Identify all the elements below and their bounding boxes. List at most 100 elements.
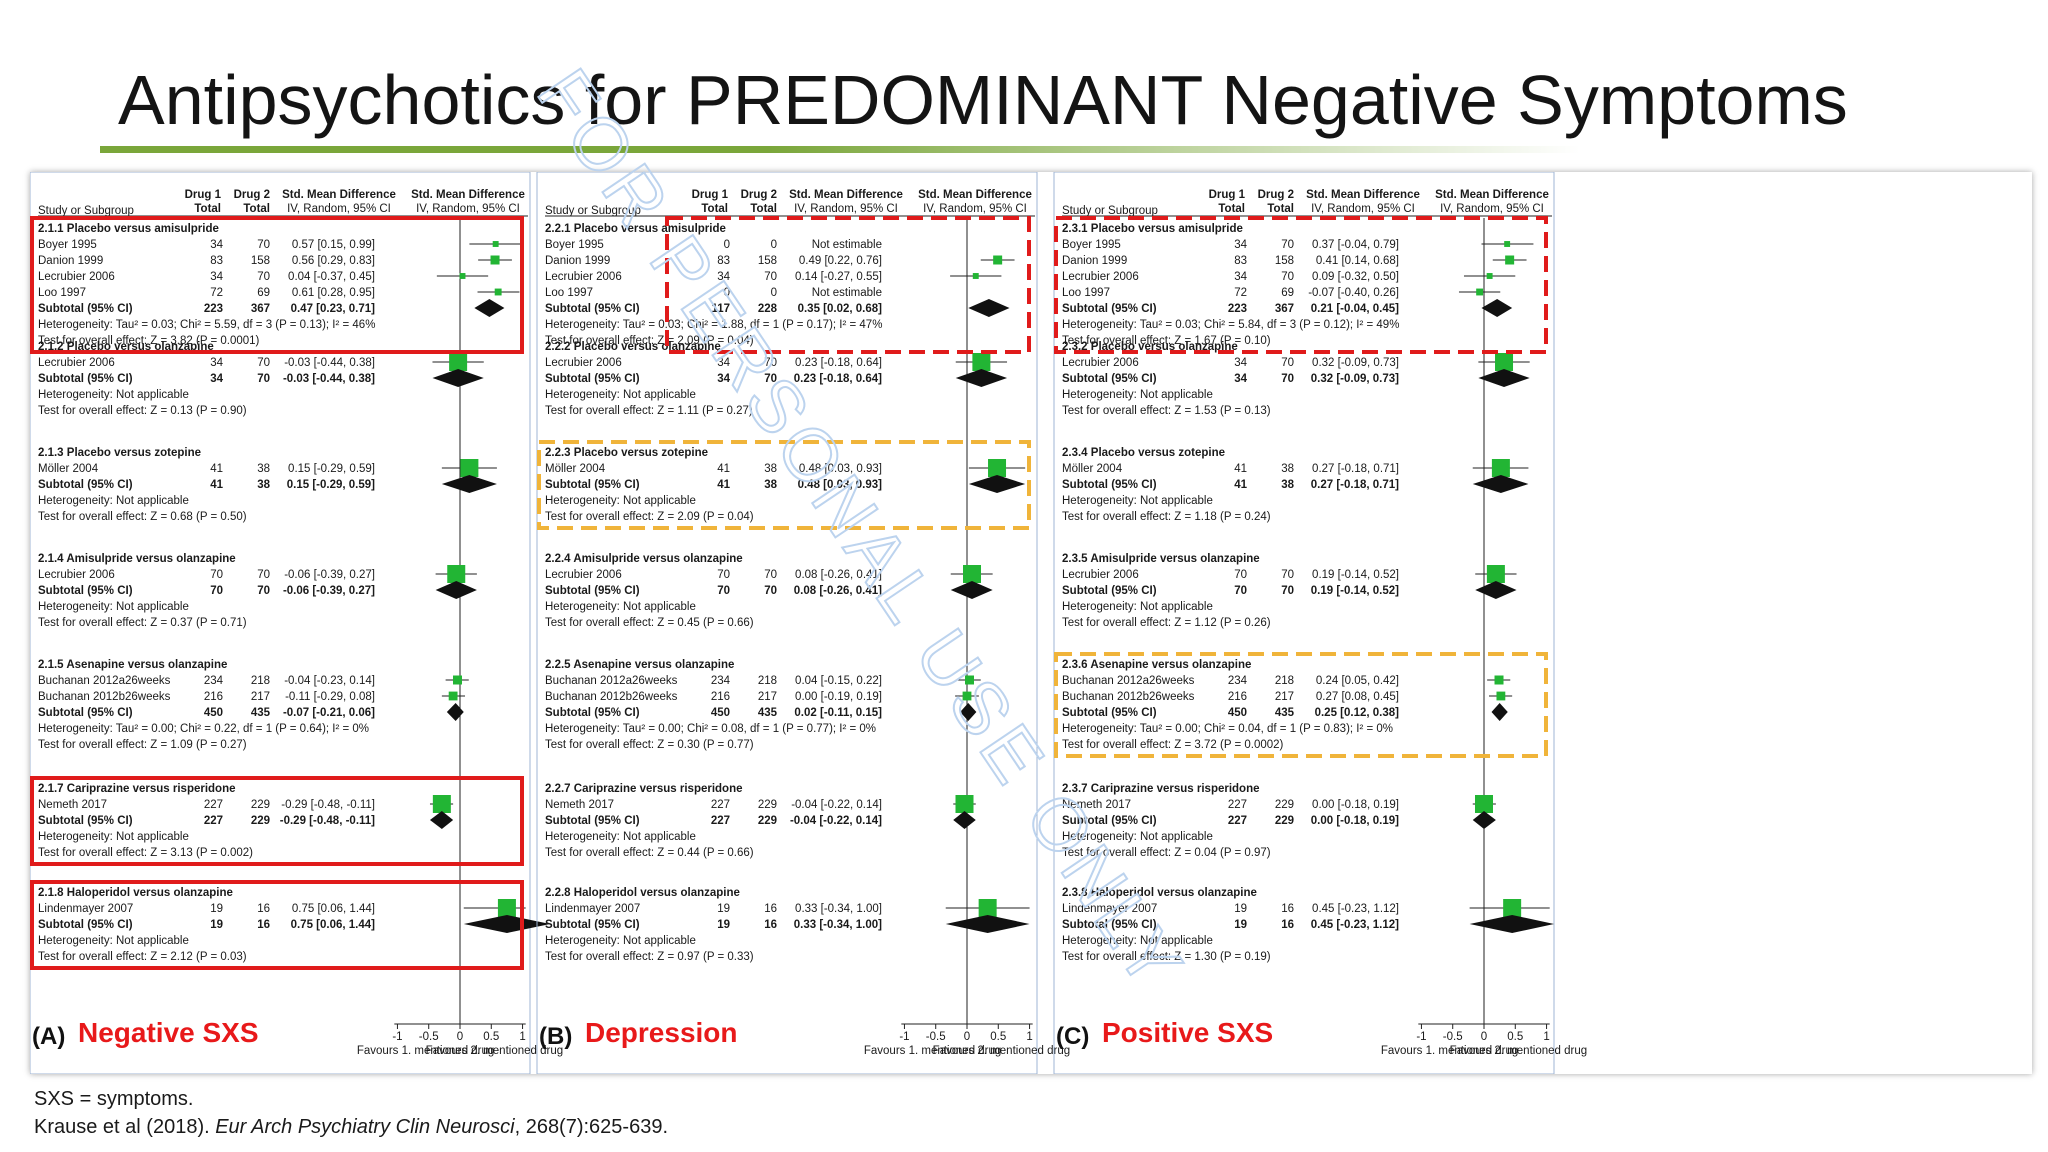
heterogeneity-text: Heterogeneity: Not applicable [38,935,189,947]
overall-effect-text: Test for overall effect: Z = 0.68 (P = 0… [38,511,247,523]
study-name: Lecrubier 2006 [1062,569,1139,581]
subgroup: 2.2.8 Haloperidol versus olanzapine Linde… [545,887,1030,963]
subgroup: 2.1.1 Placebo versus amisulpride Boyer 19… [38,223,522,347]
subtotal-diamond [1472,811,1496,829]
study-ci: Not estimable [812,287,882,299]
subtotal-diamond [429,811,454,829]
favours-left-label: Favours 1. mentioned drug [1381,1045,1518,1057]
study-ci: -0.29 [-0.48, -0.11] [281,799,375,811]
favours-right-label: Favours 2. mentioned drug [1450,1045,1587,1057]
study-n1: 19 [210,903,223,915]
subtotal-diamond [1491,703,1508,721]
study-marker [1504,241,1511,247]
study-marker [972,353,991,371]
study-n2: 69 [257,287,270,299]
subgroup: 2.2.5 Asenapine versus olanzapine Buchana… [545,659,981,751]
subtotal-label: Subtotal (95% CI) [545,919,640,931]
subtotal-ci: 0.48 [0.03, 0.93] [798,479,883,491]
study-marker [1505,255,1515,265]
study-n2: 16 [257,903,270,915]
footnote: SXS = symptoms. Krause et al (2018). Eur… [34,1085,668,1141]
study-n1: 34 [210,239,223,251]
subtotal-diamond [968,475,1026,493]
favours-left-label: Favours 1. mentioned drug [864,1045,1001,1057]
subtotal-label: Subtotal (95% CI) [1062,303,1157,315]
header-smd-plot-method: IV, Random, 95% CI [923,203,1027,215]
subtotal-ci: 0.33 [-0.34, 1.00] [794,919,882,931]
study-marker [972,273,979,279]
study-n1: 41 [210,463,223,475]
subgroup: 2.1.7 Cariprazine versus risperidone Neme… [38,783,454,859]
subgroup: 2.2.7 Cariprazine versus risperidone Neme… [545,783,976,859]
study-n2: 158 [251,255,270,267]
study-marker [432,795,451,813]
study-n1: 34 [717,357,730,369]
study-n1: 234 [204,675,224,687]
subtotal-ci: 0.47 [0.23, 0.71] [291,303,376,315]
study-name: Lecrubier 2006 [38,569,115,581]
study-n2: 16 [764,903,777,915]
study-n1: 34 [717,271,730,283]
study-name: Danion 1999 [545,255,610,267]
heterogeneity-text: Heterogeneity: Not applicable [1062,935,1213,947]
subgroup-title: 2.1.3 Placebo versus zotepine [38,447,201,459]
study-ci: 0.75 [0.06, 1.44] [292,903,375,915]
study-marker [459,273,466,279]
study-n1: 234 [711,675,731,687]
subtotal-diamond [1472,475,1529,493]
study-marker [1491,459,1510,477]
favours-right-label: Favours 2. mentioned drug [426,1045,563,1057]
subtotal-n2: 228 [758,303,778,315]
subtotal-label: Subtotal (95% CI) [1062,919,1157,931]
study-n2: 70 [1281,357,1294,369]
subgroup: 2.3.4 Placebo versus zotepine Möller 2004… [1062,447,1529,523]
subtotal-diamond [955,369,1008,387]
subtotal-diamond [474,299,505,317]
subtotal-label: Subtotal (95% CI) [545,585,640,597]
subtotal-n1: 223 [1228,303,1247,315]
study-ci: 0.45 [-0.23, 1.12] [1312,903,1399,915]
study-name: Möller 2004 [545,463,606,475]
study-name: Buchanan 2012b26weeks [545,691,678,703]
study-ci: 0.48 [0.03, 0.93] [799,463,882,475]
study-n2: 38 [764,463,777,475]
highlight-box-red [30,216,524,354]
study-ci: 0.61 [0.28, 0.95] [292,287,375,299]
forest-panel-2: Study or Subgroup Drug 1 Total Drug 2 Total S… [536,172,1070,1074]
overall-effect-text: Test for overall effect: Z = 2.09 (P = 0… [545,335,754,347]
favours-right-label: Favours 2. mentioned drug [933,1045,1070,1057]
subtotal-ci: -0.06 [-0.39, 0.27] [283,585,375,597]
study-marker [988,459,1007,477]
subgroup: 2.2.1 Placebo versus amisulpride Boyer 19… [545,223,1015,347]
study-n2: 0 [771,287,777,299]
study-n2: 69 [1281,287,1294,299]
study-n1: 41 [1234,463,1247,475]
study-marker [1494,675,1504,685]
subtotal-n1: 41 [717,479,730,491]
citation-journal: Eur Arch Psychiatry Clin Neurosci [215,1116,515,1138]
subtotal-n2: 229 [758,815,777,827]
subgroup-title: 2.2.8 Haloperidol versus olanzapine [545,887,740,899]
subtotal-label: Subtotal (95% CI) [38,707,133,719]
subtotal-label: Subtotal (95% CI) [38,585,133,597]
subtotal-ci: 0.19 [-0.14, 0.52] [1311,585,1399,597]
subtotal-n1: 227 [1228,815,1247,827]
subgroup-title: 2.2.5 Asenapine versus olanzapine [545,659,734,671]
study-name: Buchanan 2012b26weeks [38,691,171,703]
subtotal-ci: 0.00 [-0.18, 0.19] [1311,815,1399,827]
highlight-box-red [30,776,524,866]
subtotal-n2: 16 [257,919,270,931]
study-n2: 70 [764,357,777,369]
study-name: Lecrubier 2006 [545,357,622,369]
favours-left-label: Favours 1. mentioned drug [357,1045,494,1057]
overall-effect-text: Test for overall effect: Z = 0.97 (P = 0… [545,951,754,963]
footnote-abbreviation: SXS = symptoms. [34,1088,194,1110]
subtotal-diamond [950,581,993,599]
study-marker [963,565,982,583]
study-n1: 34 [1234,357,1247,369]
subtotal-diamond [1478,369,1530,387]
slide-title: Antipsychotics for PREDOMINANT Negative … [118,61,1848,139]
overall-effect-text: Test for overall effect: Z = 0.04 (P = 0… [1062,847,1271,859]
study-marker [1496,691,1506,701]
subgroup: 2.1.4 Amisulpride versus olanzapine Lecru… [38,553,477,629]
